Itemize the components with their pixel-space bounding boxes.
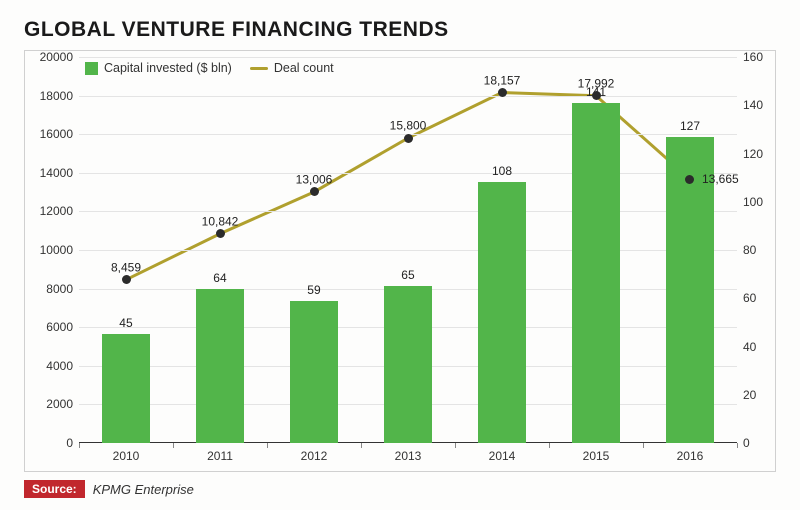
y-right-tick-label: 80 [737,243,756,257]
y-left-tick-label: 2000 [25,397,79,411]
bar: 141 [572,103,621,443]
x-tick [549,443,550,448]
y-right-tick-label: 0 [737,436,750,450]
line-marker [216,229,225,238]
plot-area: 0200040006000800010000120001400016000180… [79,57,737,443]
y-right-tick-label: 120 [737,147,763,161]
bar-value-label: 127 [680,119,700,137]
line-value-label: 15,800 [390,118,427,132]
bar-value-label: 64 [213,271,226,289]
y-left-tick-label: 10000 [25,243,79,257]
line-value-label: 18,157 [484,73,521,87]
y-right-tick-label: 160 [737,50,763,64]
grid-line [79,211,737,212]
x-tick [173,443,174,448]
y-left-tick-label: 12000 [25,204,79,218]
bar-value-label: 59 [307,283,320,301]
x-tick [643,443,644,448]
y-left-tick-label: 20000 [25,50,79,64]
bar: 59 [290,301,339,443]
bar: 64 [196,289,245,443]
x-tick [79,443,80,448]
bar: 65 [384,286,433,443]
y-right-tick-label: 60 [737,291,756,305]
y-left-tick-label: 16000 [25,127,79,141]
y-right-tick-label: 100 [737,195,763,209]
line-marker [310,187,319,196]
y-left-tick-label: 0 [25,436,79,450]
x-tick-label: 2011 [207,443,233,463]
bar: 108 [478,182,527,443]
source-text: KPMG Enterprise [93,482,194,497]
chart-title: GLOBAL VENTURE FINANCING TRENDS [24,18,776,42]
x-tick-label: 2014 [489,443,516,463]
x-tick-label: 2013 [395,443,422,463]
line-marker [122,275,131,284]
legend-swatch-bar [85,62,98,75]
y-right-tick-label: 20 [737,388,756,402]
legend-item-capital: Capital invested ($ bln) [85,61,232,75]
line-marker [404,134,413,143]
line-value-label: 8,459 [111,260,141,274]
x-tick-label: 2010 [113,443,140,463]
x-tick [267,443,268,448]
bar-value-label: 45 [119,316,132,334]
line-value-label: 13,006 [296,172,333,186]
x-tick [737,443,738,448]
chart-canvas: Capital invested ($ bln) Deal count 0200… [24,50,776,472]
y-right-tick-label: 40 [737,340,756,354]
grid-line [79,57,737,58]
legend-swatch-line [250,67,268,70]
line-value-label: 17,992 [578,76,615,90]
grid-line [79,250,737,251]
legend-label-deals: Deal count [274,61,334,75]
line-marker [498,88,507,97]
y-left-tick-label: 14000 [25,166,79,180]
bar: 45 [102,334,151,443]
y-left-tick-label: 8000 [25,282,79,296]
y-right-tick-label: 140 [737,98,763,112]
line-value-label: 13,665 [702,172,739,186]
y-left-tick-label: 18000 [25,89,79,103]
line-marker [592,91,601,100]
x-tick-label: 2015 [583,443,610,463]
x-tick [455,443,456,448]
legend-item-deals: Deal count [250,61,334,75]
legend-label-capital: Capital invested ($ bln) [104,61,232,75]
source-badge: Source: [24,480,85,498]
x-tick-label: 2012 [301,443,328,463]
source-line: Source: KPMG Enterprise [24,480,776,498]
y-left-tick-label: 6000 [25,320,79,334]
bar-value-label: 65 [401,268,414,286]
line-value-label: 10,842 [202,214,239,228]
bar-value-label: 108 [492,164,512,182]
y-left-tick-label: 4000 [25,359,79,373]
grid-line [79,96,737,97]
x-tick-label: 2016 [677,443,704,463]
x-tick [361,443,362,448]
legend: Capital invested ($ bln) Deal count [85,61,334,75]
grid-line [79,173,737,174]
